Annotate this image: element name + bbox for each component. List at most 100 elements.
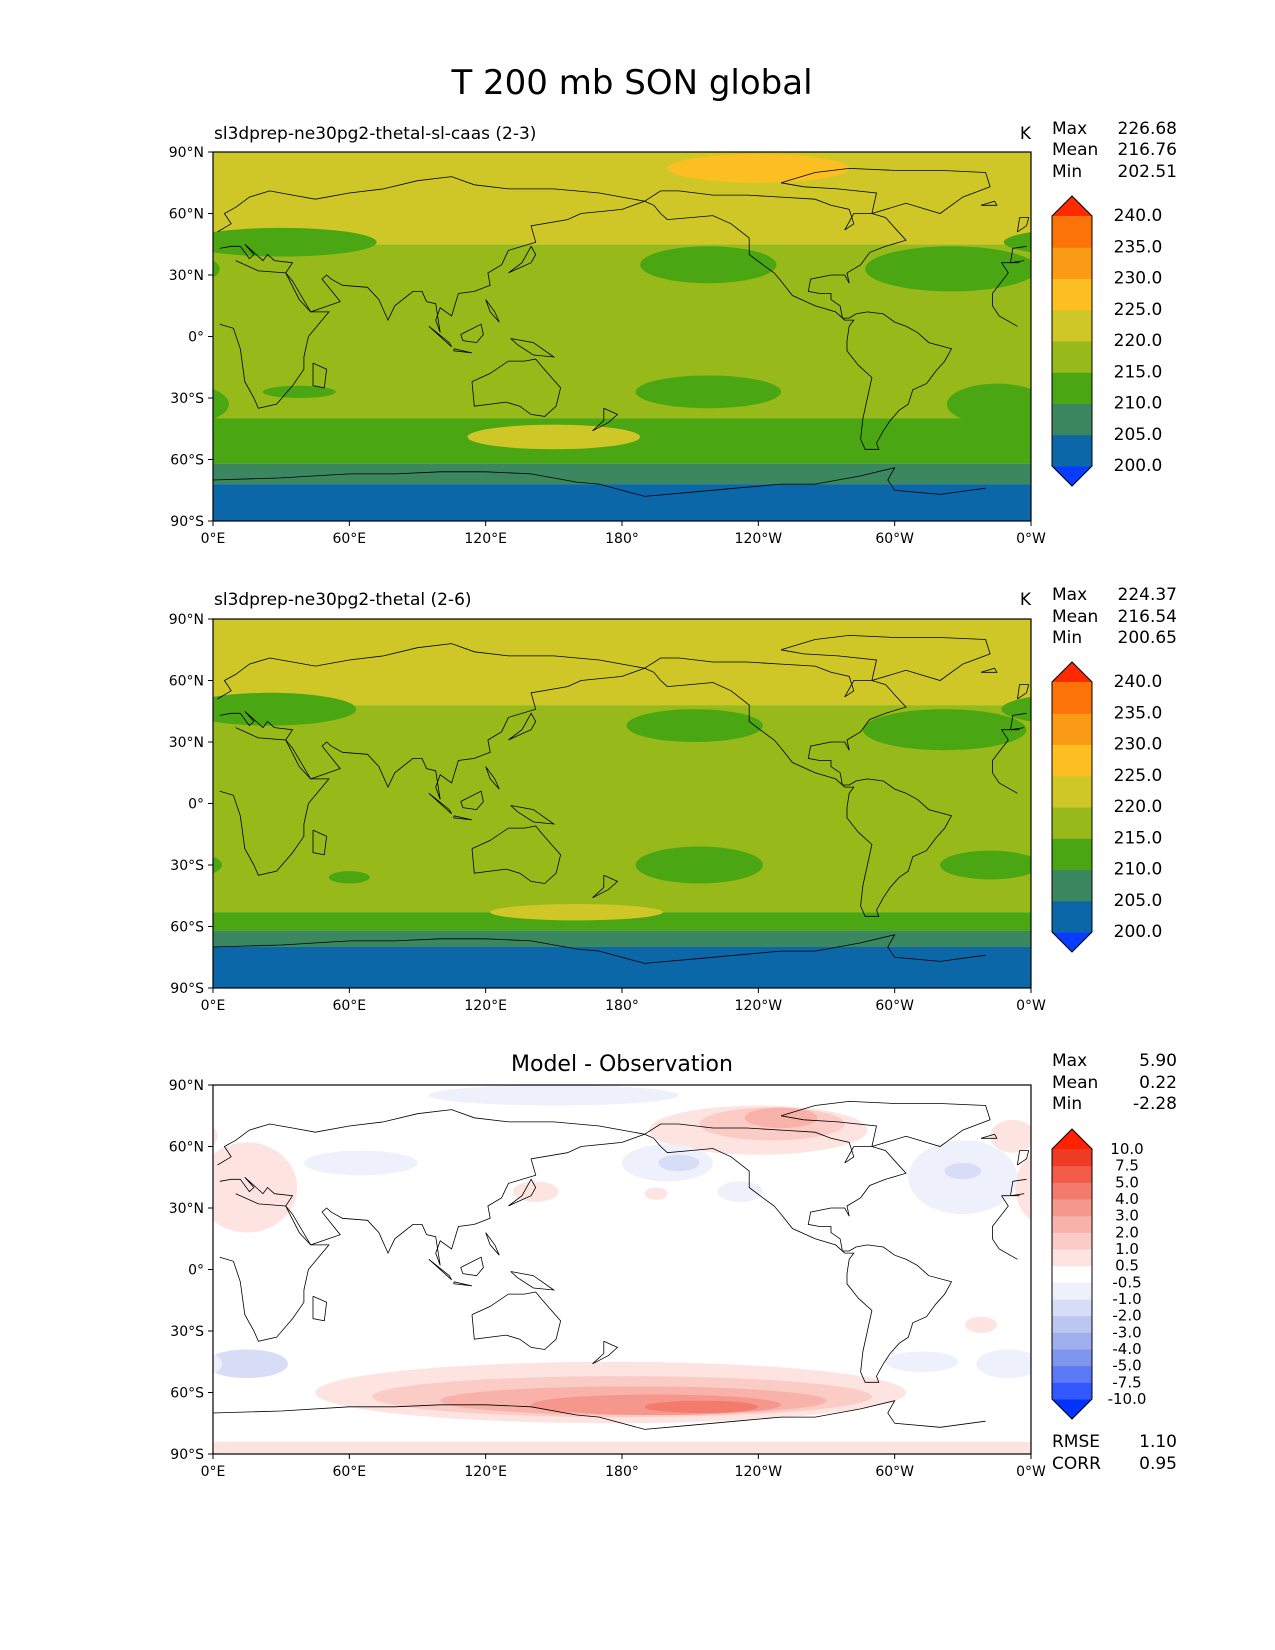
colorbar-segment xyxy=(1052,1315,1092,1333)
coastline xyxy=(780,634,991,681)
field-contour-region xyxy=(213,1126,218,1147)
field-contour-region xyxy=(68,1352,141,1373)
stat-value-max: 5.90 xyxy=(1139,1051,1177,1071)
panel-1-x-ticks: 0°E 60°E 120°E 180° 120°W 60°W 0°W xyxy=(201,521,1046,547)
colorbar-segment xyxy=(1052,1182,1092,1200)
stat-value-mean: 216.76 xyxy=(1118,140,1177,160)
y-tick-label: 60°N xyxy=(169,674,204,690)
field-contour-region xyxy=(303,1150,418,1176)
colorbar-segment xyxy=(1052,1249,1092,1267)
field-contour-region xyxy=(1003,232,1031,253)
colorbar-tick-label: -1.0 xyxy=(1112,1290,1141,1308)
colorbar-segment xyxy=(1052,1165,1092,1183)
field-contour-region xyxy=(644,1400,759,1413)
x-tick-label: 120°E xyxy=(464,531,507,547)
coastline xyxy=(644,1123,953,1383)
colorbar-tick-label: -7.5 xyxy=(1112,1373,1141,1391)
field-contour-region xyxy=(1133,1362,1275,1424)
panel-2-colorbar: 200.0 205.0 210.0 215.0 220.0 225.0 230.0 235.0… xyxy=(1051,661,1163,953)
field-contour-region xyxy=(0,1386,9,1415)
colorbar-tick-label: 240.0 xyxy=(1114,206,1163,226)
field-contour-region xyxy=(467,424,641,450)
panel-3-metrics: RMSE CORR 1.10 0.95 xyxy=(1052,1432,1177,1474)
panel-2-title: sl3dprep-ne30pg2-thetal (2-6) xyxy=(214,590,472,610)
field-contour-region xyxy=(865,246,1031,292)
y-tick-label: 60°S xyxy=(170,920,204,936)
coastline xyxy=(312,362,328,389)
colorbar-tick-label: 235.0 xyxy=(1114,703,1163,723)
field-contour-region xyxy=(213,856,223,874)
field-contour-region xyxy=(262,385,336,398)
colorbar-tick-label: 5.0 xyxy=(1115,1173,1139,1191)
field-contour-region xyxy=(213,389,229,420)
colorbar-segment xyxy=(1052,1232,1092,1250)
colorbar-tick-label: 2.0 xyxy=(1115,1223,1139,1241)
field-contour-region xyxy=(640,246,777,284)
colorbar-tick-label: 0.5 xyxy=(1115,1257,1139,1275)
colorbar-segment xyxy=(1052,1215,1092,1233)
x-tick-label: 0°W xyxy=(1016,1464,1046,1480)
y-tick-label: 0° xyxy=(188,1263,204,1279)
colorbar-segment xyxy=(1052,1349,1092,1367)
coastline xyxy=(644,190,953,450)
y-tick-label: 60°N xyxy=(169,1140,204,1156)
coastline xyxy=(460,1256,484,1277)
coastline xyxy=(217,1109,1027,1266)
y-tick-label: 90°S xyxy=(170,514,204,530)
x-tick-label: 60°W xyxy=(875,531,914,547)
coastline xyxy=(510,338,556,358)
y-tick-label: 60°S xyxy=(170,1386,204,1402)
panel-2-y-ticks: 90°N 60°N 30°N 0° 30°S 60°S 90°S xyxy=(169,612,213,997)
coastline xyxy=(312,1295,328,1322)
coastline xyxy=(980,667,998,673)
colorbar-extend-min xyxy=(1052,466,1092,486)
panel-3-y-ticks: 90°N 60°N 30°N 0° 30°S 60°S 90°S xyxy=(169,1078,213,1463)
colorbar-outline xyxy=(1051,1128,1093,1420)
colorbar-tick-label: 210.0 xyxy=(1114,394,1163,414)
figure-title: T 200 mb SON global xyxy=(450,63,812,103)
coastline xyxy=(428,1258,452,1281)
field-contour-region xyxy=(885,1351,959,1372)
field-contour-region xyxy=(862,709,1027,751)
y-tick-label: 0° xyxy=(188,797,204,813)
field-contour-region xyxy=(635,375,782,409)
y-tick-label: 90°N xyxy=(169,612,204,628)
panel-2: sl3dprep-ne30pg2-thetal (2-6) K 0°E 60°E 1… xyxy=(169,585,1177,1014)
colorbar-segment xyxy=(1052,682,1092,714)
field-contour-region xyxy=(940,850,1031,880)
stat-label-mean: Mean xyxy=(1052,140,1098,160)
field-contour-region xyxy=(1258,1386,1275,1415)
colorbar-segment xyxy=(1052,869,1092,902)
field-contour-region xyxy=(976,1349,1031,1379)
panel-3-title: Model - Observation xyxy=(511,1052,733,1077)
panel-1-colorbar: 200.0 205.0 210.0 215.0 220.0 225.0 230.0 235.0… xyxy=(1051,195,1163,487)
x-tick-label: 60°W xyxy=(875,1464,914,1480)
field-contour-region xyxy=(635,846,763,884)
x-tick-label: 60°E xyxy=(332,1464,366,1480)
coastline xyxy=(508,1178,537,1207)
colorbar-tick-label: 4.0 xyxy=(1115,1190,1139,1208)
x-tick-label: 120°W xyxy=(735,531,783,547)
coastline xyxy=(1017,217,1030,233)
coastline xyxy=(213,934,986,964)
field-contour-region xyxy=(965,1316,997,1334)
y-tick-label: 90°S xyxy=(170,1447,204,1463)
colorbar-extend-min xyxy=(1052,1399,1092,1419)
colorbar-segment xyxy=(1052,1199,1092,1217)
coastline xyxy=(428,792,452,815)
coastline xyxy=(780,1100,991,1147)
colorbar-tick-label: -10.0 xyxy=(1108,1390,1147,1408)
coastline xyxy=(510,805,556,825)
coastline xyxy=(644,657,953,917)
colorbar-tick-label: 235.0 xyxy=(1114,237,1163,257)
colorbar-tick-label: -2.0 xyxy=(1112,1307,1141,1325)
coastline xyxy=(592,1340,619,1365)
coastline xyxy=(453,1281,473,1287)
y-tick-label: 60°N xyxy=(169,207,204,223)
panel-1-field xyxy=(213,152,1031,521)
colorbar-tick-label: 210.0 xyxy=(1114,860,1163,880)
stat-label-min: Min xyxy=(1052,162,1082,182)
x-tick-label: 0°W xyxy=(1016,998,1046,1014)
colorbar-segment xyxy=(1052,278,1092,311)
y-tick-label: 30°N xyxy=(169,735,204,751)
